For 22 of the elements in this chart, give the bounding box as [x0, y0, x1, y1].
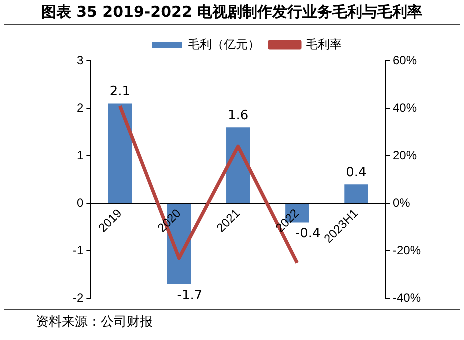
y2-tick-label: -40% [392, 291, 422, 306]
legend-label: 毛利率 [306, 37, 342, 52]
chart-title: 图表 35 2019-2022 电视剧制作发行业务毛利与毛利率 [4, 0, 460, 25]
y2-tick-label: 60% [392, 53, 418, 68]
bar [108, 104, 132, 204]
y-tick-label: 1 [76, 148, 84, 162]
data-label: -1.7 [177, 288, 203, 304]
y2-tick-label: 40% [392, 100, 418, 115]
y2-tick-label: -20% [392, 244, 422, 258]
y-tick-label: 0 [76, 196, 84, 210]
bar [344, 184, 368, 204]
text: 资料来源：公司财报 [4, 309, 460, 338]
y-tick-label: 2 [76, 100, 84, 115]
y2-tick-label: 20% [392, 148, 418, 162]
y-tick-label: -1 [73, 244, 84, 258]
data-label: 2.1 [110, 84, 131, 100]
y2-tick-label: 0% [392, 196, 411, 210]
data-label: 1.6 [228, 108, 249, 124]
data-label: 0.4 [346, 166, 367, 181]
legend-label: 毛利（亿元） [188, 37, 260, 52]
y-tick-label: 3 [76, 53, 84, 68]
y-tick-label: -2 [73, 291, 84, 306]
